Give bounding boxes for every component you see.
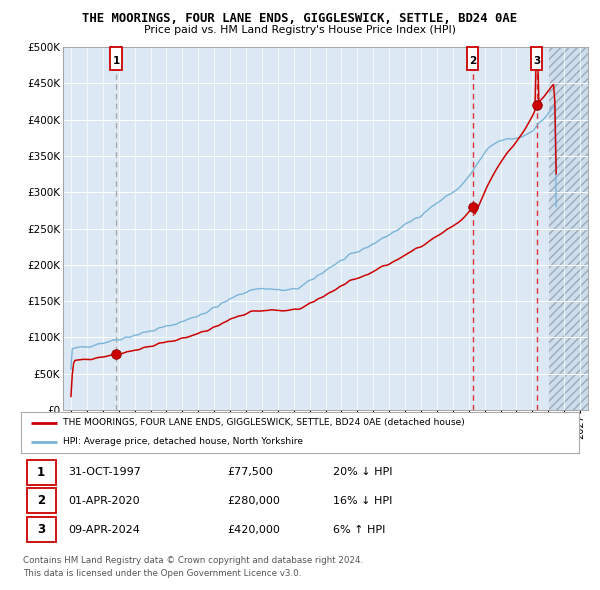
FancyBboxPatch shape — [531, 47, 542, 70]
Text: 01-APR-2020: 01-APR-2020 — [68, 496, 140, 506]
Text: 2: 2 — [37, 494, 45, 507]
Text: £420,000: £420,000 — [227, 525, 280, 535]
Text: THE MOORINGS, FOUR LANE ENDS, GIGGLESWICK, SETTLE, BD24 0AE: THE MOORINGS, FOUR LANE ENDS, GIGGLESWIC… — [82, 12, 518, 25]
Bar — [548, 47, 596, 410]
Text: 3: 3 — [37, 523, 45, 536]
FancyBboxPatch shape — [110, 47, 122, 70]
Text: 1: 1 — [112, 55, 119, 65]
Text: 6% ↑ HPI: 6% ↑ HPI — [334, 525, 386, 535]
FancyBboxPatch shape — [26, 460, 56, 485]
FancyBboxPatch shape — [26, 517, 56, 542]
Text: 31-OCT-1997: 31-OCT-1997 — [68, 467, 142, 477]
FancyBboxPatch shape — [26, 489, 56, 513]
Text: 2: 2 — [469, 55, 476, 65]
Text: 20% ↓ HPI: 20% ↓ HPI — [334, 467, 393, 477]
Text: HPI: Average price, detached house, North Yorkshire: HPI: Average price, detached house, Nort… — [63, 437, 303, 447]
Text: 16% ↓ HPI: 16% ↓ HPI — [334, 496, 393, 506]
Text: £280,000: £280,000 — [227, 496, 280, 506]
Text: 1: 1 — [37, 466, 45, 478]
Text: This data is licensed under the Open Government Licence v3.0.: This data is licensed under the Open Gov… — [23, 569, 301, 578]
Text: 09-APR-2024: 09-APR-2024 — [68, 525, 140, 535]
Text: £77,500: £77,500 — [227, 467, 274, 477]
Bar — [548, 47, 596, 410]
Text: 3: 3 — [533, 55, 540, 65]
Text: THE MOORINGS, FOUR LANE ENDS, GIGGLESWICK, SETTLE, BD24 0AE (detached house): THE MOORINGS, FOUR LANE ENDS, GIGGLESWIC… — [63, 418, 464, 428]
Text: Price paid vs. HM Land Registry's House Price Index (HPI): Price paid vs. HM Land Registry's House … — [144, 25, 456, 35]
Text: Contains HM Land Registry data © Crown copyright and database right 2024.: Contains HM Land Registry data © Crown c… — [23, 556, 363, 565]
FancyBboxPatch shape — [467, 47, 478, 70]
